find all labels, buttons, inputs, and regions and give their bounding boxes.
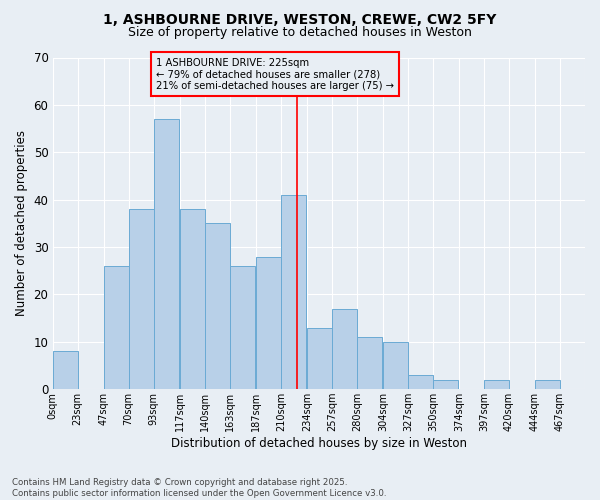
Bar xyxy=(53,352,77,389)
Bar xyxy=(180,209,205,389)
Text: 1, ASHBOURNE DRIVE, WESTON, CREWE, CW2 5FY: 1, ASHBOURNE DRIVE, WESTON, CREWE, CW2 5… xyxy=(103,12,497,26)
Bar xyxy=(230,266,254,389)
Bar xyxy=(535,380,560,389)
Text: Size of property relative to detached houses in Weston: Size of property relative to detached ho… xyxy=(128,26,472,39)
Bar xyxy=(484,380,509,389)
Bar xyxy=(408,375,433,389)
Y-axis label: Number of detached properties: Number of detached properties xyxy=(15,130,28,316)
Text: Contains HM Land Registry data © Crown copyright and database right 2025.
Contai: Contains HM Land Registry data © Crown c… xyxy=(12,478,386,498)
Bar xyxy=(205,224,230,389)
Bar xyxy=(383,342,408,389)
Text: 1 ASHBOURNE DRIVE: 225sqm
← 79% of detached houses are smaller (278)
21% of semi: 1 ASHBOURNE DRIVE: 225sqm ← 79% of detac… xyxy=(156,58,394,90)
Bar xyxy=(433,380,458,389)
Bar xyxy=(104,266,128,389)
Bar xyxy=(357,337,382,389)
Bar xyxy=(128,209,154,389)
Bar xyxy=(256,256,281,389)
Bar xyxy=(154,119,179,389)
Bar xyxy=(307,328,332,389)
X-axis label: Distribution of detached houses by size in Weston: Distribution of detached houses by size … xyxy=(171,437,467,450)
Bar xyxy=(332,308,357,389)
Bar xyxy=(281,195,306,389)
